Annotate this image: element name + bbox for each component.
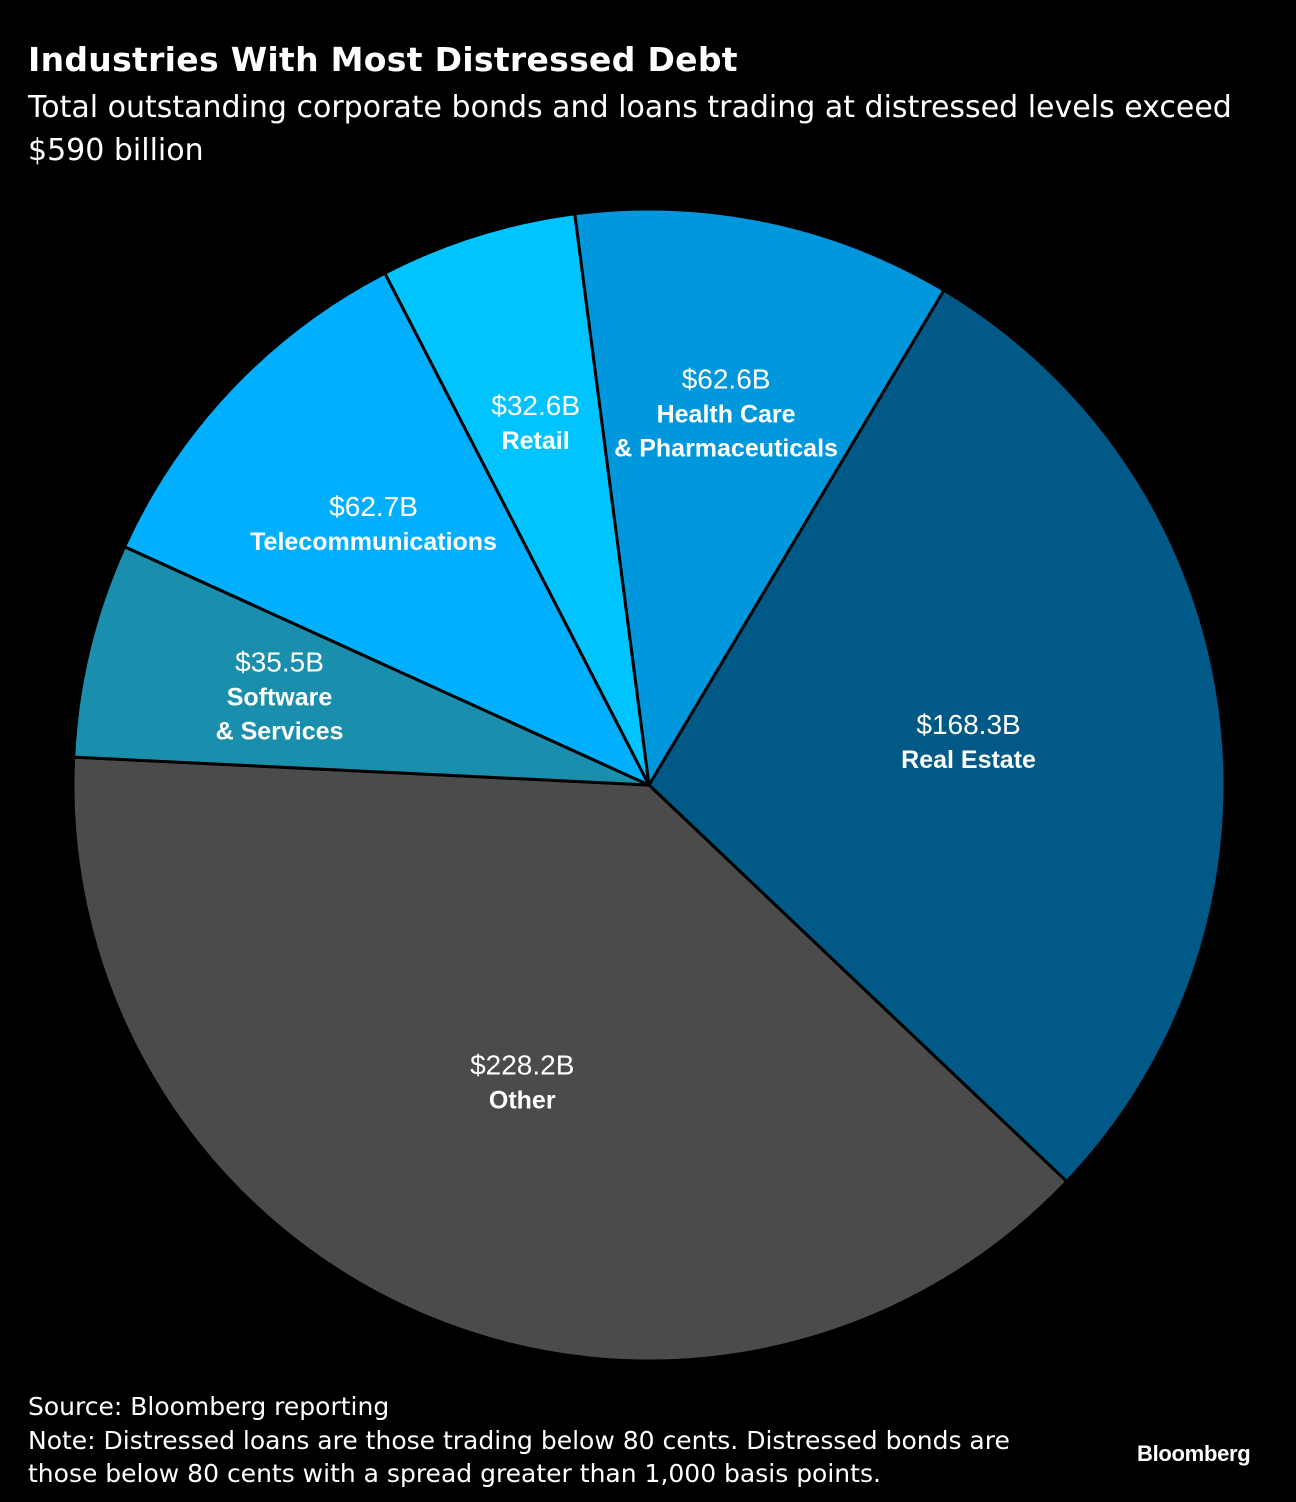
slice-category-label-health-care-and-pharmaceuticals: & Pharmaceuticals (614, 435, 838, 463)
pie-slice-retail (383, 212, 651, 787)
slice-value-label-real-estate: $168.3B (916, 709, 1020, 740)
slice-value-label-telecommunications: $62.7B (329, 491, 418, 522)
chart-title: Industries With Most Distressed Debt (28, 40, 738, 79)
slice-category-label-software-and-services: & Services (216, 718, 344, 746)
chart-subtitle: Total outstanding corporate bonds and lo… (28, 90, 1232, 168)
slice-category-label-other: Other (489, 1087, 556, 1115)
pie-slice-real-estate (647, 288, 1227, 1184)
slice-category-label-health-care-and-pharmaceuticals: Health Care (657, 401, 796, 429)
slice-category-label-retail: Retail (502, 427, 570, 455)
pie-labels: $168.3B Real Estate $228.2B Other $35.5B Soft… (216, 364, 1036, 1115)
pie-slice-software-and-services (72, 545, 651, 787)
pie-slice-telecommunications (123, 271, 651, 787)
slice-value-label-retail: $32.6B (491, 390, 580, 421)
slice-value-label-other: $228.2B (470, 1050, 574, 1081)
slice-value-label-health-care-and-pharmaceuticals: $62.6B (682, 364, 771, 395)
pie-slice-health-care-and-pharmaceuticals (573, 207, 946, 787)
slice-value-label-software-and-services: $35.5B (235, 647, 324, 678)
slice-category-label-telecommunications: Telecommunications (250, 528, 497, 556)
pie-slices (71, 207, 1227, 1363)
pie-slice-other (71, 755, 1069, 1363)
footnote: Note: Distressed loans are those trading… (28, 1426, 1010, 1488)
slice-category-label-software-and-services: Software (227, 684, 333, 712)
bloomberg-logo: Bloomberg (1137, 1441, 1251, 1466)
slice-category-label-real-estate: Real Estate (901, 746, 1036, 774)
source-note: Source: Bloomberg reporting (28, 1392, 390, 1421)
